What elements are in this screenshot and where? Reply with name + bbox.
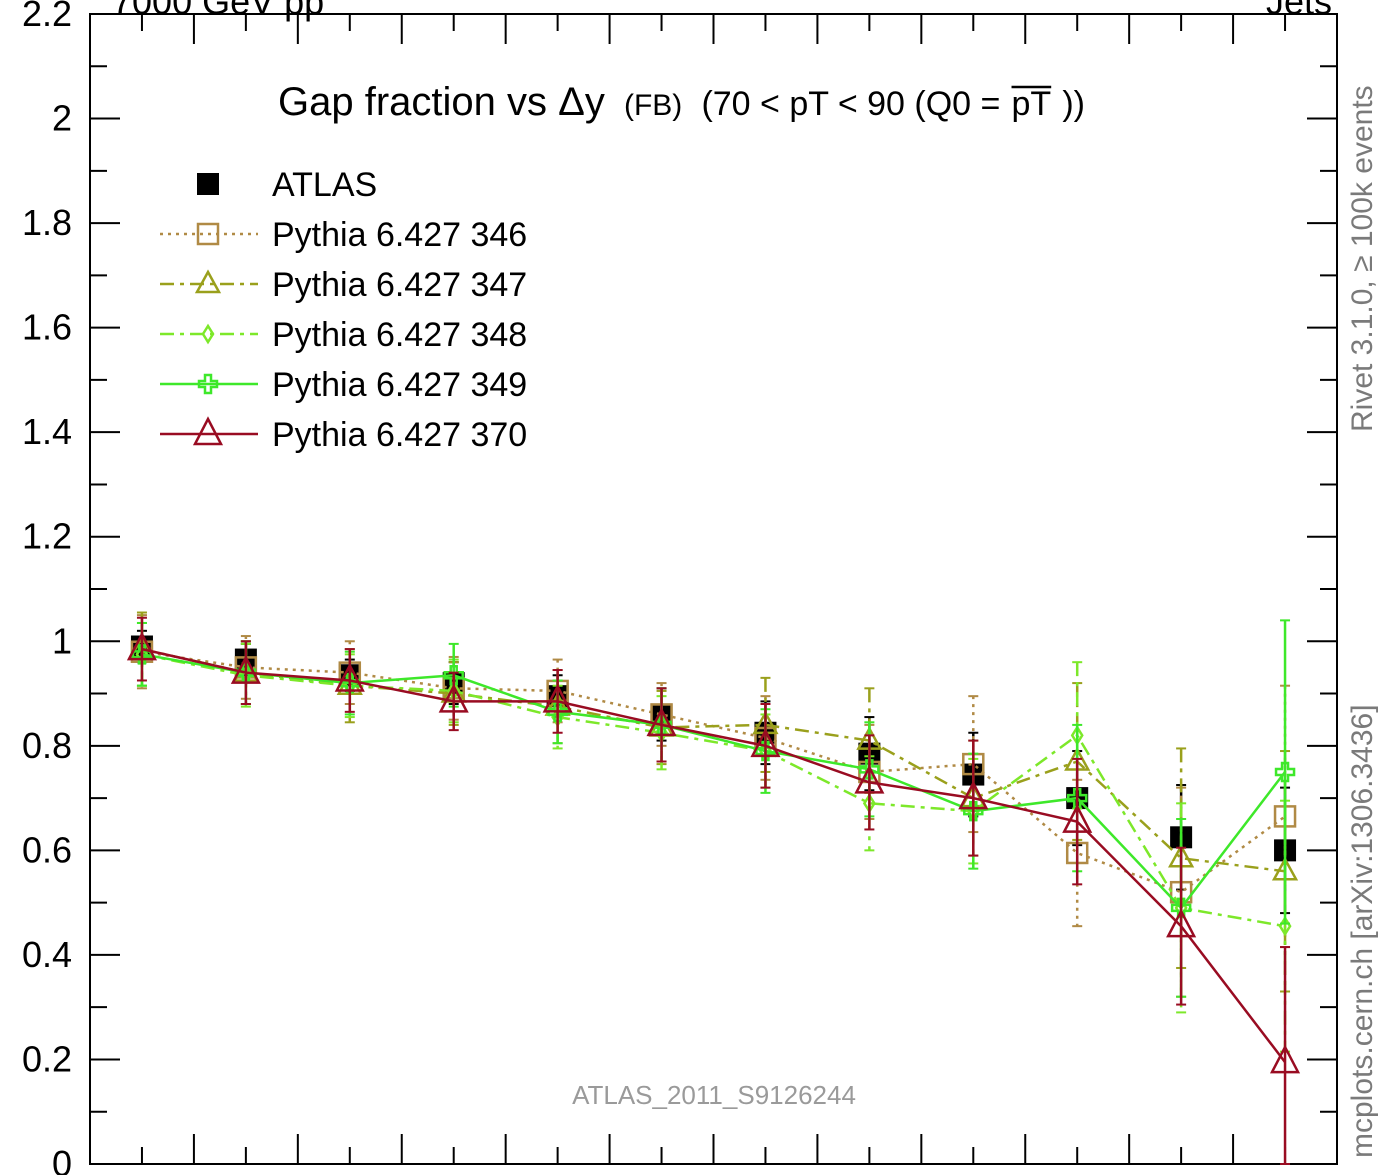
- legend-entry: Pythia 6.427 346: [160, 216, 527, 254]
- title-pt-bar: pT: [1012, 85, 1052, 123]
- data-point: [1274, 761, 1296, 783]
- y-tick-label: 0.2: [22, 1038, 72, 1079]
- legend-marker: [197, 173, 219, 195]
- data-point: [854, 764, 885, 794]
- data-point: [859, 759, 880, 780]
- data-point: [230, 654, 261, 684]
- axes: 0 0.2 0.4 0.6 0.8 1 1.2 1.4 1.6 1.8 2 2.2: [22, 0, 1338, 1175]
- legend-entry: Pythia 6.427 370: [160, 416, 527, 454]
- y-tick-label: 1.2: [22, 516, 72, 557]
- legend-entry: Pythia 6.427 348: [160, 316, 527, 354]
- header-top-right: Jets: [1266, 0, 1332, 22]
- y-tick-label: 1.6: [22, 307, 72, 348]
- y-tick-label: 0.4: [22, 934, 72, 975]
- legend-marker: [197, 373, 219, 395]
- data-point: [126, 631, 158, 661]
- series-pythia-6-427-346: [130, 614, 1297, 998]
- title-fb: (FB): [624, 89, 682, 122]
- series-line: [141, 650, 1286, 894]
- y-tick-label: 1.8: [22, 202, 72, 243]
- legend-label: Pythia 6.427 348: [272, 316, 527, 354]
- chart-title: Gap fraction vs Δy (FB) (70 < pT < 90 (Q…: [278, 80, 1085, 124]
- title-delta-y: Δy: [558, 80, 605, 124]
- series-pythia-6-427-370: [126, 616, 1301, 1165]
- data-point: [646, 707, 677, 737]
- data-point: [438, 683, 469, 713]
- legend-marker: [196, 222, 220, 246]
- data-point: [1166, 908, 1197, 938]
- series-pythia-6-427-348: [135, 621, 1292, 1053]
- legend-marker: [194, 269, 222, 294]
- side-label-rivet: Rivet 3.1.0, ≥ 100k events: [1346, 85, 1379, 432]
- y-tick-label: 2: [52, 98, 72, 139]
- header-top-left: 7000 GeV pp: [112, 0, 324, 22]
- legend-entry: Pythia 6.427 349: [160, 366, 527, 404]
- legend-label: ATLAS: [272, 166, 377, 204]
- series-line: [141, 647, 1286, 1063]
- title-close: )): [1062, 85, 1085, 123]
- data-point: [958, 780, 989, 810]
- series-line: [141, 653, 1286, 928]
- series-atlas: [130, 629, 1297, 915]
- data-point: [542, 683, 573, 713]
- data-point: [1062, 803, 1093, 833]
- legend-label: Pythia 6.427 347: [272, 266, 527, 304]
- legend-marker: [192, 416, 224, 446]
- analysis-watermark: ATLAS_2011_S9126244: [572, 1080, 856, 1110]
- title-range: (70 < pT < 90 (Q0 =: [701, 85, 1000, 123]
- legend-label: Pythia 6.427 370: [272, 416, 527, 454]
- y-tick-label: 1: [52, 620, 72, 661]
- y-tick-label: 0.8: [22, 725, 72, 766]
- legend-entry: Pythia 6.427 347: [160, 266, 527, 304]
- y-tick-label: 2.2: [22, 0, 72, 34]
- y-tick-label: 0: [52, 1143, 72, 1175]
- data-point: [1066, 787, 1088, 809]
- legend: ATLAS Pythia 6.427 346 Pythia 6.427 347 Pyt…: [160, 166, 527, 454]
- series-pythia-6-427-347: [128, 611, 1299, 993]
- legend-label: Pythia 6.427 349: [272, 366, 527, 404]
- data-point: [334, 662, 365, 692]
- side-label-mcplots: mcplots.cern.ch [arXiv:1306.3436]: [1346, 704, 1379, 1158]
- data-point: [547, 701, 568, 723]
- data-point: [1269, 1044, 1301, 1074]
- legend-entry: ATLAS: [197, 166, 377, 204]
- title-main: Gap fraction vs: [278, 80, 547, 124]
- legend-label: Pythia 6.427 346: [272, 216, 527, 254]
- y-tick-label: 1.4: [22, 411, 72, 452]
- y-tick-label: 0.6: [22, 829, 72, 870]
- legend-marker: [201, 323, 215, 345]
- series-layer: [126, 611, 1301, 1165]
- data-point: [750, 728, 781, 758]
- series-line: [141, 653, 1286, 910]
